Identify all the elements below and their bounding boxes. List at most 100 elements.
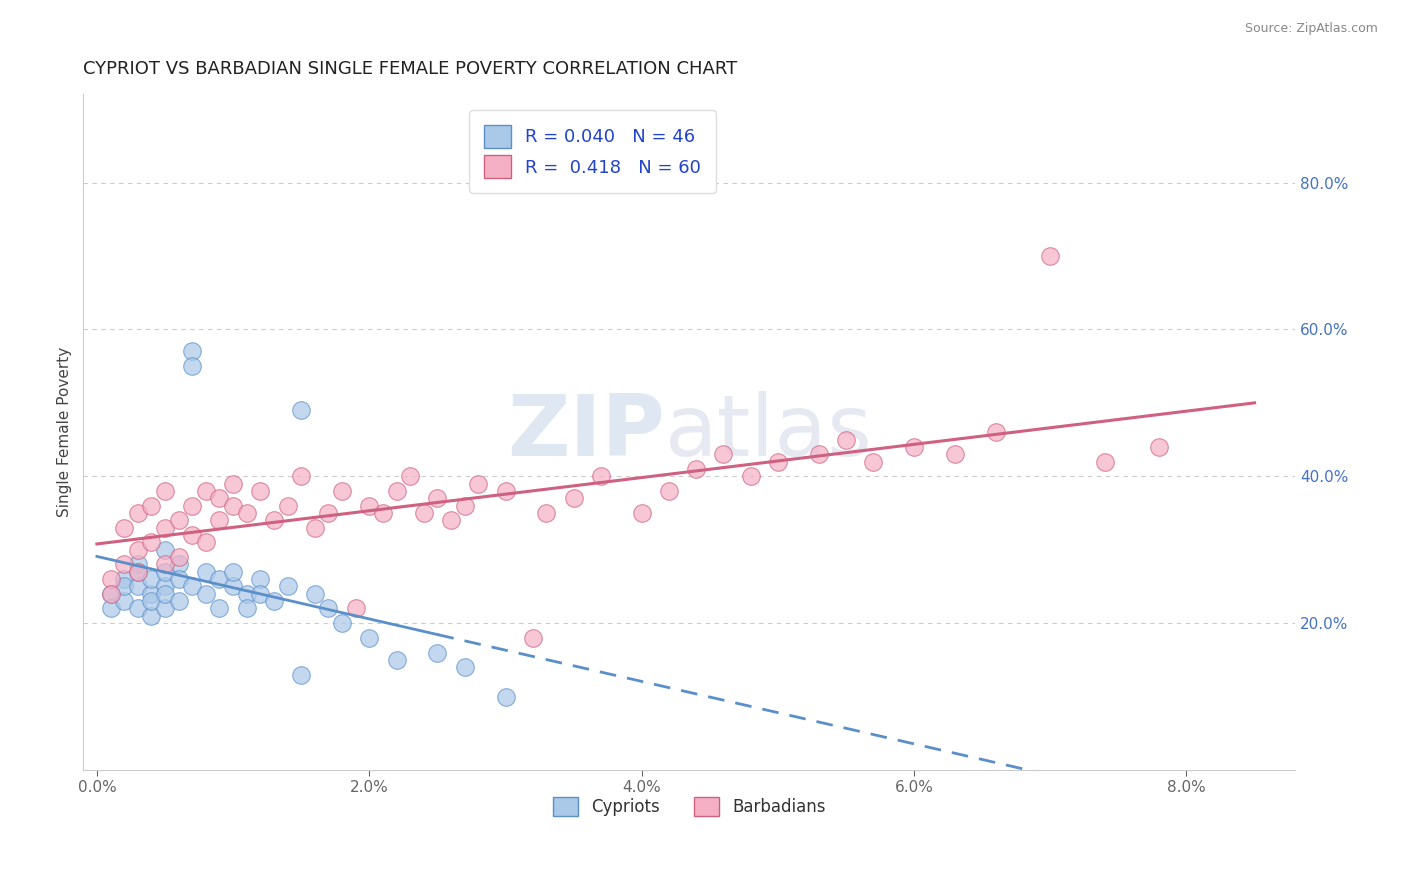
Point (263, 594, 285, 608)
Point (630, 506, 652, 520)
Point (263, 513, 285, 527)
Point (167, 594, 190, 608)
Point (713, 447, 735, 461)
Point (194, 483, 217, 498)
Point (167, 572, 190, 586)
Point (453, 499, 475, 513)
Legend: Cypriots, Barbadians: Cypriots, Barbadians (547, 790, 832, 822)
Point (740, 469, 762, 483)
Point (127, 542, 149, 557)
Point (658, 483, 681, 498)
Point (100, 587, 122, 601)
Point (181, 528, 204, 542)
Point (153, 558, 176, 572)
Point (522, 631, 544, 645)
Point (304, 587, 326, 601)
Point (235, 601, 257, 615)
Point (235, 587, 257, 601)
Point (153, 587, 176, 601)
Point (181, 344, 204, 359)
Text: Source: ZipAtlas.com: Source: ZipAtlas.com (1244, 22, 1378, 36)
Point (235, 506, 257, 520)
Point (194, 587, 217, 601)
Point (766, 454, 789, 468)
Point (399, 469, 422, 483)
Point (807, 447, 830, 461)
Point (222, 565, 245, 579)
Point (984, 425, 1007, 440)
Point (359, 631, 381, 645)
Point (359, 499, 381, 513)
Point (290, 469, 312, 483)
Point (112, 594, 135, 608)
Point (127, 558, 149, 572)
Point (835, 433, 858, 447)
Point (112, 558, 135, 572)
Point (153, 579, 176, 593)
Point (290, 667, 312, 681)
Point (167, 549, 190, 564)
Point (453, 660, 475, 674)
Point (330, 483, 353, 498)
Point (495, 690, 517, 704)
Point (153, 565, 176, 579)
Point (194, 565, 217, 579)
Point (167, 558, 190, 572)
Point (249, 483, 271, 498)
Point (562, 491, 585, 506)
Point (943, 447, 966, 461)
Point (208, 491, 231, 506)
Point (181, 499, 204, 513)
Point (426, 491, 449, 506)
Point (385, 653, 408, 667)
Point (100, 572, 122, 586)
Point (100, 601, 122, 615)
Point (181, 359, 204, 373)
Point (153, 601, 176, 615)
Point (318, 601, 340, 615)
Point (1039, 249, 1062, 263)
Point (344, 601, 367, 615)
Point (208, 601, 231, 615)
Point (440, 513, 463, 527)
Point (412, 506, 434, 520)
Point (194, 535, 217, 549)
Point (127, 506, 149, 520)
Point (153, 483, 176, 498)
Point (249, 587, 271, 601)
Point (222, 499, 245, 513)
Point (330, 616, 353, 631)
Point (141, 594, 163, 608)
Point (467, 476, 489, 491)
Point (127, 601, 149, 615)
Point (208, 572, 231, 586)
Point (127, 565, 149, 579)
Point (1149, 440, 1171, 454)
Point (141, 535, 163, 549)
Point (167, 513, 190, 527)
Y-axis label: Single Female Poverty: Single Female Poverty (58, 347, 72, 517)
Point (277, 499, 299, 513)
Point (112, 572, 135, 586)
Point (903, 440, 925, 454)
Point (112, 579, 135, 593)
Point (222, 476, 245, 491)
Point (290, 403, 312, 417)
Point (181, 579, 204, 593)
Point (141, 608, 163, 623)
Point (589, 469, 612, 483)
Point (141, 587, 163, 601)
Point (222, 579, 245, 593)
Point (685, 462, 707, 476)
Point (385, 483, 408, 498)
Point (277, 579, 299, 593)
Point (100, 587, 122, 601)
Point (304, 521, 326, 535)
Point (536, 506, 558, 520)
Point (495, 483, 517, 498)
Point (426, 646, 449, 660)
Point (371, 506, 394, 520)
Point (153, 521, 176, 535)
Point (112, 521, 135, 535)
Point (127, 579, 149, 593)
